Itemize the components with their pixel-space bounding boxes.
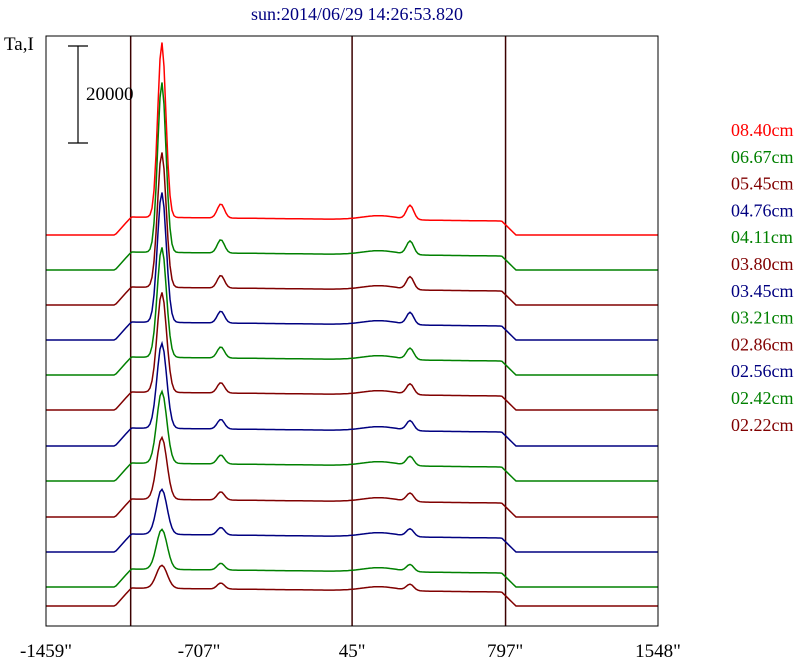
chart-title: sun:2014/06/29 14:26:53.820	[251, 4, 463, 24]
x-tick-label: 797"	[487, 641, 523, 662]
vertical-markers	[129, 36, 507, 626]
trace-04.11cm	[46, 247, 658, 376]
legend-entry: 02.22cm	[731, 415, 794, 435]
trace-02.42cm	[46, 528, 658, 588]
x-tick-label: 1548"	[635, 641, 681, 662]
scale-bar-label: 20000	[86, 84, 134, 105]
trace-06.67cm	[46, 82, 658, 271]
spectral-traces	[46, 42, 658, 607]
legend-entry: 02.42cm	[731, 388, 794, 408]
trace-03.80cm	[46, 292, 658, 411]
y-axis-label: Ta,I	[4, 34, 34, 55]
legend-entry: 05.45cm	[731, 174, 794, 194]
legend-entry: 04.76cm	[731, 200, 794, 220]
scale-bar: 20000	[68, 45, 134, 144]
trace-05.45cm	[46, 152, 658, 306]
legend-entry: 06.67cm	[731, 147, 794, 167]
trace-02.56cm	[46, 488, 658, 553]
x-tick-label: 45"	[339, 641, 366, 662]
legend-entry: 03.45cm	[731, 281, 794, 301]
legend-entry: 02.56cm	[731, 361, 794, 381]
legend-entry: 03.80cm	[731, 254, 794, 274]
x-tick-label: -707"	[178, 641, 221, 662]
trace-03.45cm	[46, 340, 658, 447]
trace-02.86cm	[46, 435, 658, 518]
legend-entry: 04.11cm	[731, 227, 793, 247]
legend-entry: 03.21cm	[731, 308, 794, 328]
legend-entry: 08.40cm	[731, 120, 794, 140]
x-tick-label: -1459"	[20, 641, 72, 662]
legend-entry: 02.86cm	[731, 334, 794, 354]
legend: 08.40cm 06.67cm 05.45cm 04.76cm 04.11cm 03.80…	[731, 120, 794, 435]
plot-frame	[45, 35, 659, 627]
trace-03.21cm	[46, 389, 658, 482]
trace-08.40cm	[46, 42, 658, 236]
trace-02.22cm	[46, 564, 658, 607]
x-axis-ticks: -1459" -707" 45" 797" 1548"	[20, 641, 681, 662]
trace-04.76cm	[46, 192, 658, 341]
